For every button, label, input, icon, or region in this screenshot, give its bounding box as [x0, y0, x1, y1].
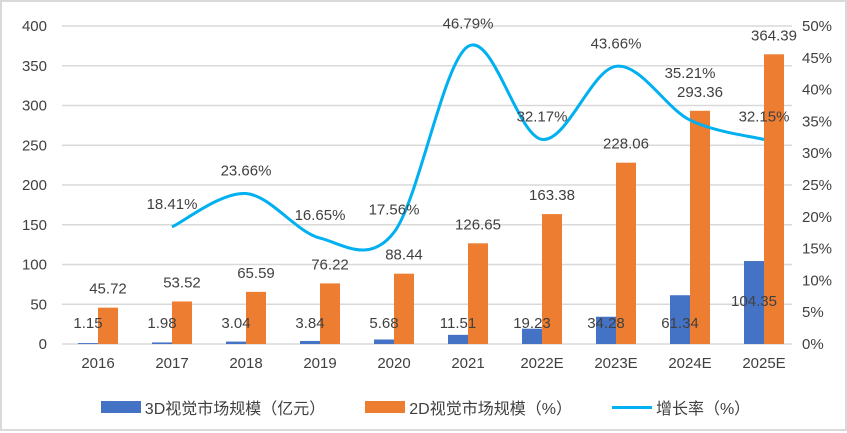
bar-3d	[448, 334, 468, 344]
bar-2d	[764, 54, 784, 345]
bar-2d-label: 88.44	[385, 247, 423, 264]
bar-3d-label: 11.51	[440, 315, 476, 332]
x-tick-label: 2025E	[742, 355, 785, 372]
growth-rate-label: 32.17%	[517, 108, 568, 125]
legend-swatch-2d	[365, 401, 406, 413]
y-right-tick-label: 35%	[802, 113, 832, 130]
bar-2d-label: 293.36	[677, 84, 723, 101]
legend-item-3d: 3D视觉市场规模（亿元）	[100, 395, 326, 419]
bar-3d	[152, 342, 172, 344]
y-left-tick-label: 100	[22, 257, 47, 274]
x-tick-label: 2018	[229, 355, 262, 372]
y-left-tick-label: 50	[30, 296, 47, 313]
bar-2d	[542, 214, 562, 344]
bar-3d	[226, 341, 246, 344]
legend-swatch-3d	[100, 401, 141, 413]
x-tick-label: 2022E	[520, 355, 563, 372]
bar-2d	[394, 273, 414, 344]
bar-2d-label: 163.38	[529, 187, 575, 204]
bar-3d-label: 104.35	[731, 293, 777, 310]
growth-rate-label: 16.65%	[295, 207, 346, 224]
x-tick-label: 2021	[451, 355, 484, 372]
bar-3d-label: 61.34	[661, 315, 699, 332]
y-left-tick-label: 250	[22, 137, 47, 154]
bar-3d-label: 3.04	[221, 315, 250, 332]
legend: 3D视觉市场规模（亿元） 2D视觉市场规模（%） 增长率（%）	[2, 395, 847, 419]
bar-3d-label: 5.68	[369, 315, 398, 332]
y-left-tick-label: 150	[22, 217, 47, 234]
bar-2d-label: 45.72	[89, 281, 127, 298]
bar-2d-label: 76.22	[311, 256, 349, 273]
bar-3d-label: 19.23	[513, 315, 551, 332]
x-tick-label: 2017	[155, 355, 188, 372]
bar-3d	[670, 295, 690, 344]
legend-item-growth: 增长率（%）	[611, 395, 751, 419]
bar-3d-label: 3.84	[295, 315, 324, 332]
y-right-tick-label: 15%	[802, 241, 832, 258]
bar-2d	[172, 301, 192, 344]
bar-2d	[468, 243, 488, 344]
bar-2d	[246, 291, 266, 344]
y-left-tick-label: 0	[39, 336, 47, 353]
y-right-tick-label: 40%	[802, 82, 832, 99]
y-left-tick-label: 200	[22, 177, 47, 194]
bar-3d	[300, 340, 320, 344]
growth-rate-label: 17.56%	[369, 201, 420, 218]
bar-2d-label: 53.52	[163, 274, 201, 291]
legend-label-growth: 增长率（%）	[655, 401, 751, 418]
x-tick-label: 2024E	[668, 355, 711, 372]
x-tick-label: 2016	[81, 355, 114, 372]
x-tick-label: 2020	[377, 355, 410, 372]
y-right-tick-label: 50%	[802, 18, 832, 35]
y-right-tick-label: 45%	[802, 50, 832, 67]
bar-3d	[374, 339, 394, 344]
bar-2d	[320, 283, 340, 344]
bar-2d-label: 364.39	[751, 27, 797, 44]
bar-2d-label: 65.59	[237, 265, 275, 282]
y-right-tick-label: 5%	[802, 304, 824, 321]
y-right-tick-label: 25%	[802, 177, 832, 194]
bar-3d-label: 1.98	[147, 315, 176, 332]
bar-2d	[98, 307, 118, 344]
x-tick-label: 2019	[303, 355, 336, 372]
bar-2d-label: 228.06	[603, 136, 649, 153]
legend-swatch-growth	[611, 405, 652, 409]
growth-rate-line	[171, 43, 765, 252]
y-right-tick-label: 10%	[802, 272, 832, 289]
bar-3d	[522, 328, 542, 344]
y-right-tick-label: 30%	[802, 145, 832, 162]
bar-2d	[690, 110, 710, 344]
growth-rate-label: 23.66%	[221, 163, 272, 180]
bar-2d-label: 126.65	[455, 216, 501, 233]
bar-3d	[596, 316, 616, 344]
legend-item-2d: 2D视觉市场规模（%）	[365, 395, 572, 419]
y-right-tick-label: 20%	[802, 209, 832, 226]
bar-3d-label: 34.28	[587, 315, 625, 332]
growth-rate-label: 18.41%	[147, 196, 198, 213]
y-left-tick-label: 350	[22, 58, 47, 75]
bar-3d	[78, 343, 98, 344]
y-left-tick-label: 400	[22, 18, 47, 35]
growth-rate-label: 35.21%	[665, 65, 716, 82]
legend-label-3d: 3D视觉市场规模（亿元）	[144, 401, 326, 418]
growth-rate-label: 32.15%	[739, 109, 790, 126]
growth-rate-label: 43.66%	[591, 35, 642, 52]
bar-3d-label: 1.15	[73, 315, 102, 332]
legend-label-2d: 2D视觉市场规模（%）	[409, 401, 572, 418]
y-left-tick-label: 300	[22, 98, 47, 115]
x-tick-label: 2023E	[594, 355, 637, 372]
growth-rate-label: 46.79%	[443, 15, 494, 32]
bar-3d	[744, 261, 764, 344]
bar-2d	[616, 162, 636, 344]
y-right-tick-label: 0%	[802, 336, 824, 353]
